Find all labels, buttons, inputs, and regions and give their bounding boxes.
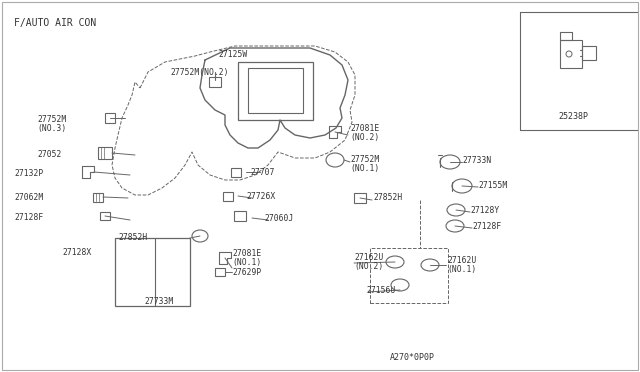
Text: 27852H: 27852H <box>373 193 403 202</box>
Text: 27081E: 27081E <box>232 249 261 258</box>
Bar <box>231 168 241 177</box>
Text: 27081E: 27081E <box>350 124 380 133</box>
Bar <box>93 193 103 202</box>
Text: 27629P: 27629P <box>232 268 261 277</box>
Text: F/AUTO AIR CON: F/AUTO AIR CON <box>14 18 96 28</box>
Text: 27852H: 27852H <box>118 233 147 242</box>
Bar <box>100 212 110 220</box>
Text: A270*0P0P: A270*0P0P <box>390 353 435 362</box>
Bar <box>115 238 190 306</box>
Text: 27060J: 27060J <box>264 214 293 223</box>
Bar <box>223 192 233 201</box>
Bar <box>98 147 112 159</box>
Text: 27752M: 27752M <box>350 155 380 164</box>
Text: 25238P: 25238P <box>558 112 588 121</box>
Text: 27707: 27707 <box>250 168 275 177</box>
Text: (NO.3): (NO.3) <box>37 124 67 133</box>
Text: (NO.1): (NO.1) <box>447 265 476 274</box>
Text: (NO.2): (NO.2) <box>354 262 383 271</box>
Text: (NO.1): (NO.1) <box>232 258 261 267</box>
Text: 27733M: 27733M <box>144 297 173 306</box>
Text: 27128F: 27128F <box>472 222 501 231</box>
Bar <box>215 268 225 276</box>
Bar <box>234 211 246 221</box>
Text: 27125W: 27125W <box>218 50 247 59</box>
Text: 27128F: 27128F <box>14 213 44 222</box>
Text: 27733N: 27733N <box>462 156 492 165</box>
Bar <box>582 46 596 60</box>
Text: 27062M: 27062M <box>14 193 44 202</box>
Text: (NO.1): (NO.1) <box>350 164 380 173</box>
Bar <box>560 40 582 68</box>
Bar <box>354 193 366 203</box>
Text: 27752M(NO.2): 27752M(NO.2) <box>170 68 228 77</box>
Bar <box>238 62 313 120</box>
Text: 27052: 27052 <box>37 150 61 159</box>
Text: 27162U: 27162U <box>447 256 476 265</box>
Text: 27155M: 27155M <box>478 181 508 190</box>
Text: 27752M: 27752M <box>37 115 67 124</box>
Text: (NO.2): (NO.2) <box>350 133 380 142</box>
Text: 27128Y: 27128Y <box>470 206 499 215</box>
Bar <box>209 77 221 87</box>
Bar <box>105 113 115 123</box>
Bar <box>248 68 303 113</box>
Text: 27726X: 27726X <box>246 192 275 201</box>
Text: 27128X: 27128X <box>62 248 92 257</box>
Text: 27156U: 27156U <box>366 286 396 295</box>
Text: 27162U: 27162U <box>354 253 383 262</box>
Text: 27132P: 27132P <box>14 169 44 178</box>
Bar <box>370 248 448 303</box>
